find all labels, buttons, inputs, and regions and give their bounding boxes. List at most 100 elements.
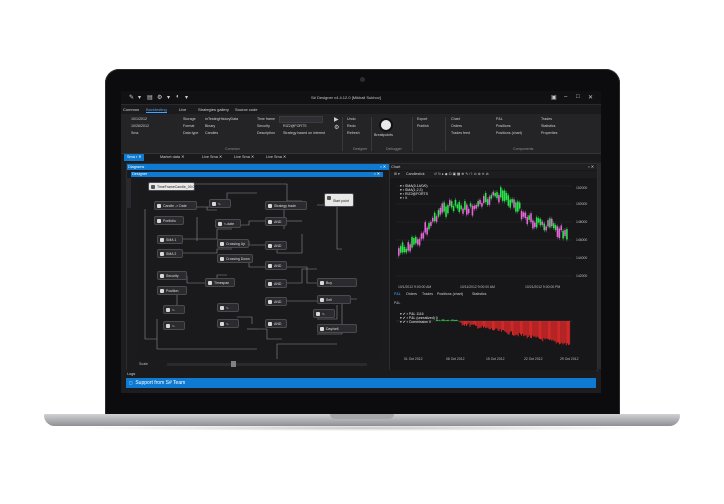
properties-side-tab[interactable] [598,163,601,369]
close-icon[interactable]: ▪ ✕ [380,165,386,169]
legend-item[interactable]: ▾ ▪ RIZ2@FORTS [400,192,428,196]
legend-item[interactable]: ▾ ▪ X [400,196,408,200]
diagram-node[interactable]: AND [265,279,287,288]
dropdown-icon[interactable]: ▾ [185,95,189,101]
pnl-chart[interactable] [396,307,572,355]
format-select[interactable]: Binary [205,124,216,128]
tab-orders[interactable]: Orders [406,292,417,296]
diagram-node[interactable]: SMA 2 [157,249,183,258]
menu-source-code[interactable]: Source code [235,107,258,112]
diagram-node[interactable]: Sell [317,295,351,304]
maximize-icon[interactable]: □ [576,94,580,100]
positions-button[interactable]: Positions [496,124,511,128]
description-input[interactable]: Strategy based on interest [283,131,325,135]
scale-slider[interactable] [167,363,367,366]
gear-icon[interactable]: ⚙ [334,125,340,131]
tab-live-sma[interactable]: Live Sma ✕ [202,155,223,159]
diagram-node[interactable]: AND [265,217,287,226]
security-input[interactable]: RIZ2@FORTS [283,124,307,128]
trades-feed-button[interactable]: Trades feed [451,131,471,135]
save-icon[interactable]: ▤ [147,95,153,101]
diagram-node[interactable]: AND [265,297,287,306]
start-date[interactable]: 10/1/2012 [131,117,147,121]
diagram-node[interactable]: <- [163,305,185,314]
diagram-node[interactable]: Start point [324,193,354,207]
tab-statistics[interactable]: Statistics [472,292,487,296]
tab-live-sma-2[interactable]: Live Sma ✕ [234,155,255,159]
dropdown-icon[interactable]: ▾ [167,95,171,101]
menu-live[interactable]: Live [179,107,187,112]
candlestick-select[interactable]: Candlestick [406,172,425,176]
settings-icon[interactable]: ⚙ [157,95,163,101]
scale-slider-thumb[interactable] [231,361,236,367]
chart-area-icon[interactable]: ⊞ ▾ [394,172,400,176]
statistics-button[interactable]: Statistics [541,124,556,128]
redo-button[interactable]: Redo [347,124,356,128]
support-banner[interactable]: ▢ Support from S# Team [126,378,596,388]
pin-icon[interactable]: ▣ [551,95,557,101]
close-icon[interactable]: ✕ [588,95,594,101]
play-icon[interactable]: ▶ [334,117,339,123]
diagram-node[interactable]: Position [157,286,187,295]
legend-item[interactable]: ▾ ▪ SMA(0.14/0/0) [400,184,428,188]
diagram-node[interactable]: AND [265,319,287,328]
trades-button[interactable]: Trades [541,117,553,121]
candle-chart[interactable] [396,182,572,284]
diagram-node[interactable]: Crossing Down [217,254,253,263]
diagram-node[interactable]: <- [313,309,335,318]
breakpoint-icon[interactable] [379,118,393,132]
diagram-node[interactable]: Crossing Up [217,239,249,248]
diagram-node[interactable]: <-date [215,219,241,228]
storage-input[interactable]: mTestingHistoryData [205,117,239,121]
tab-positions-chart[interactable]: Positions (chart) [437,292,463,296]
legend-item[interactable]: ▾ ✔ ▪ Commission 0 [400,320,432,324]
end-date[interactable]: 10/26/2012 [131,124,149,128]
diagram-node[interactable]: Candle -> Date [154,201,197,210]
elements-side-tab[interactable] [126,178,131,208]
logs-header[interactable]: Logs [126,370,596,378]
diagram-node[interactable]: AND [265,241,287,250]
diagram-node[interactable]: <- [217,303,239,312]
undo-button[interactable]: Undo [347,117,356,121]
diagram-node[interactable]: SMA 1 [157,235,183,244]
diagram-node[interactable]: Portfolio [154,216,184,225]
export-button[interactable]: Export [417,117,428,121]
tab-market-data[interactable]: Market data ✕ [160,155,185,159]
diagram-node[interactable]: Day/sell [317,324,357,333]
tab-trades[interactable]: Trades [422,292,434,296]
pnl-button[interactable]: P&L [496,117,503,121]
diagram-node[interactable]: Timespan [205,278,235,287]
legend-item[interactable]: ▾ ✔ ▪ P&L (unrealized) 0 [400,316,438,320]
positions-chart-button[interactable]: Positions (chart) [496,131,522,135]
close-icon[interactable]: ▪ ✕ [588,165,594,169]
diagram-node[interactable]: <- [163,321,185,330]
menu-backtesting[interactable]: Backtesting [146,107,167,113]
diagram-node[interactable]: <- [217,319,239,328]
legend-item[interactable]: ▾ ▪ SMA(1,2,3) [400,188,423,192]
legend-item[interactable]: ▾ ✔ ▪ P&L 1116 [400,312,424,316]
breakpoints-button[interactable]: Breakpoints [374,133,393,137]
diagram-node[interactable]: AND [265,261,287,270]
tab-live-sma-3[interactable]: Live Sma ✕ [266,155,287,159]
publish-button[interactable]: Publish [417,124,429,128]
menu-common[interactable]: Common [123,107,140,112]
diagram-node[interactable]: TimeFrameCandle_00:05:00 [148,182,201,191]
chart-button[interactable]: Chart [451,117,460,121]
datatype-select[interactable]: Candles [205,131,219,135]
diagram-canvas[interactable]: TimeFrameCandle_00:05:00 Candle -> Date … [137,179,381,359]
refresh-button[interactable]: Refresh [347,131,360,135]
tab-pnl[interactable]: P&L [394,292,401,296]
diagram-node[interactable]: Security [157,271,187,280]
dropdown-icon[interactable]: ▾ [138,95,142,101]
diagram-node[interactable]: <- [209,199,231,208]
diagram-node[interactable]: Buy [317,278,357,287]
chart-tools-icon[interactable]: ↺ ↻ ▸ ◆ ⊡ ▣ ▦ ⊕ ✎ ∕ ⌇ ⊙ ⊛ ✕ ⊘ [434,172,489,176]
theme-icon[interactable]: ◐ [176,94,180,100]
properties-button[interactable]: Properties [541,131,558,135]
orders-button[interactable]: Orders [451,124,462,128]
timeframe-input[interactable] [279,116,323,123]
menu-strategies-gallery[interactable]: Strategies gallery [198,107,229,112]
close-icon[interactable]: ▪ ✕ [374,172,380,176]
diagram-node[interactable]: Strategy trade [265,201,307,210]
minimize-icon[interactable]: – [564,94,568,100]
